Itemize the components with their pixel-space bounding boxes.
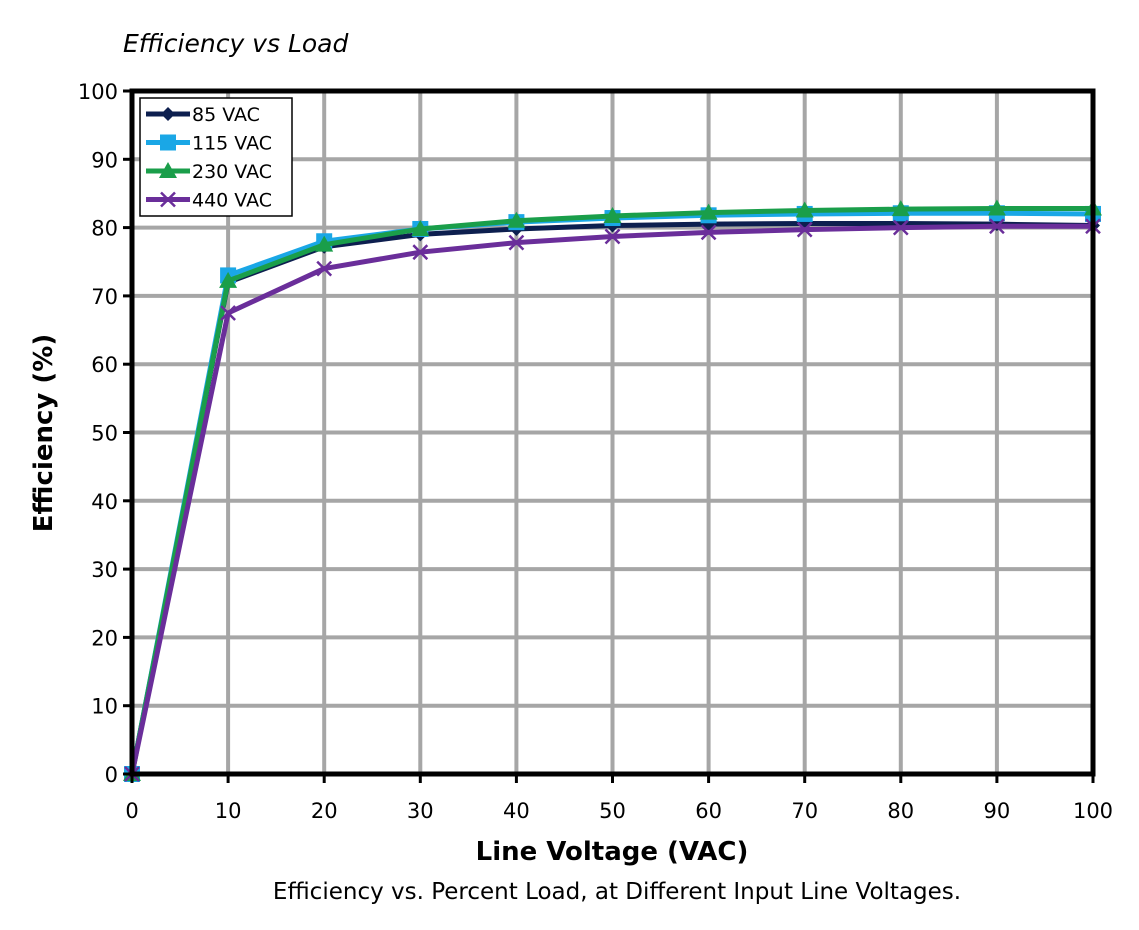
y-tick-label: 50	[91, 422, 118, 446]
y-tick-label: 0	[105, 763, 118, 787]
x-tick-label: 0	[125, 799, 138, 823]
x-axis-title: Line Voltage (VAC)	[476, 837, 749, 867]
data-point	[603, 206, 622, 223]
x-tick-label: 20	[311, 799, 338, 823]
x-tick-label: 10	[215, 799, 242, 823]
y-tick-label: 30	[91, 558, 118, 582]
data-point	[892, 219, 909, 236]
data-point	[795, 201, 814, 218]
y-tick-label: 10	[91, 695, 118, 719]
data-point	[604, 228, 621, 245]
legend-label: 85 VAC	[192, 104, 260, 126]
legend-marker	[159, 162, 177, 178]
data-point	[412, 244, 429, 261]
x-tick-label: 50	[599, 799, 626, 823]
x-tick-label: 40	[503, 799, 530, 823]
x-tick-label: 70	[791, 799, 818, 823]
legend-label: 440 VAC	[192, 190, 272, 212]
data-point	[699, 203, 718, 220]
data-point	[796, 221, 813, 238]
series-2	[123, 199, 1102, 781]
y-tick-label: 40	[91, 490, 118, 514]
y-tick-label: 70	[91, 285, 118, 309]
y-tick-label: 80	[91, 217, 118, 241]
legend-item: 115 VAC	[146, 133, 272, 155]
data-point	[315, 235, 334, 252]
x-tick-label: 60	[695, 799, 722, 823]
legend-label: 230 VAC	[192, 161, 272, 183]
plot-series	[123, 199, 1102, 782]
data-point	[987, 199, 1006, 216]
x-tick-label: 30	[407, 799, 434, 823]
legend-marker	[161, 107, 175, 121]
x-tick-label: 80	[887, 799, 914, 823]
y-tick-label: 20	[91, 626, 118, 650]
data-point	[220, 305, 236, 321]
data-point	[411, 219, 430, 236]
data-point	[219, 271, 238, 288]
chart-title: Efficiency vs Load	[123, 29, 348, 58]
data-point	[891, 200, 910, 217]
legend-item: 85 VAC	[146, 104, 260, 126]
legend-marker	[160, 191, 176, 208]
data-point	[507, 211, 526, 228]
data-point	[700, 224, 717, 241]
data-point	[316, 260, 333, 277]
y-tick-labels: 0 10 20 30 40 50 60 70 80 90 100	[78, 80, 132, 787]
x-tick-label: 100	[1073, 799, 1113, 823]
legend-label: 115 VAC	[192, 133, 272, 155]
chart-caption: Efficiency vs. Percent Load, at Differen…	[273, 879, 961, 905]
y-axis-title: Efficiency (%)	[29, 334, 59, 532]
legend: 85 VAC 115 VAC 230 VAC 440 VAC	[139, 97, 293, 217]
legend-item: 440 VAC	[146, 190, 272, 212]
data-point	[508, 234, 525, 251]
series-3	[124, 218, 1101, 782]
y-tick-label: 100	[78, 80, 118, 104]
data-point	[989, 218, 1005, 235]
y-tick-label: 60	[91, 353, 118, 377]
x-tick-labels: 0 10 20 30 40 50 60 70 80 90 100	[125, 774, 1113, 823]
legend-marker	[160, 134, 176, 151]
x-tick-label: 90	[984, 799, 1011, 823]
y-tick-label: 90	[91, 148, 118, 172]
legend-item: 230 VAC	[146, 161, 272, 183]
